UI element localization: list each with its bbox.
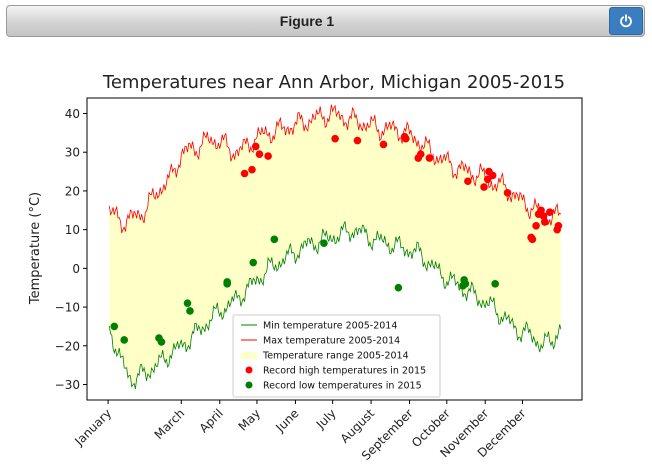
y-tick-label: 10: [65, 223, 80, 237]
record-high-point: [503, 189, 512, 197]
y-tick-label: −10: [55, 301, 80, 315]
legend-swatch: [245, 366, 253, 374]
plot-area: [108, 104, 563, 389]
record-low-point: [270, 235, 279, 244]
x-tick-label: May: [236, 406, 263, 433]
record-high-point: [331, 134, 339, 143]
record-high-point: [255, 150, 264, 158]
record-low-point: [249, 258, 258, 267]
record-low-point: [461, 280, 470, 288]
record-high-point: [545, 208, 554, 217]
x-tick-label: July: [313, 406, 339, 432]
y-tick-label: −20: [55, 339, 80, 353]
legend-swatch: [241, 352, 257, 359]
record-high-point: [540, 218, 549, 226]
x-tick-label: January: [71, 406, 114, 449]
record-low-point: [186, 307, 194, 315]
legend: Min temperature 2005-2014 Max temperature…: [232, 314, 441, 398]
x-tick-label: June: [272, 406, 301, 435]
record-low-point: [394, 283, 403, 292]
y-tick-label: 30: [65, 146, 80, 160]
record-high-point: [353, 136, 362, 145]
close-figure-button[interactable]: [609, 7, 643, 35]
legend-entry-label: Min temperature 2005-2014: [263, 321, 397, 332]
record-high-point: [528, 235, 537, 244]
y-axis-label: Temperature (°C): [28, 192, 43, 305]
record-high-point: [379, 140, 388, 149]
legend-box: [232, 314, 441, 398]
chart-title: Temperatures near Ann Arbor, Michigan 20…: [102, 72, 565, 93]
record-high-point: [251, 142, 260, 151]
y-tick-label: 20: [65, 184, 80, 198]
min-temperature-line: [108, 221, 562, 389]
axes-frame: [86, 97, 583, 401]
record-high-point: [402, 134, 410, 143]
record-high-point: [240, 169, 249, 178]
figure-window-titlebar: Figure 1: [6, 5, 645, 37]
record-high-point: [537, 206, 545, 215]
figure-title: Figure 1: [279, 13, 335, 29]
record-high-point: [554, 221, 563, 230]
record-high-point: [264, 152, 272, 160]
legend-entry-label: Record low temperatures in 2015: [263, 381, 422, 392]
record-low-point: [110, 322, 119, 331]
record-low-point: [320, 239, 328, 247]
x-tick-label: March: [152, 406, 188, 442]
record-high-point: [488, 171, 497, 180]
power-icon: [620, 14, 632, 28]
record-low-point: [183, 299, 192, 308]
record-low-point: [120, 336, 129, 344]
legend-entry-label: Temperature range 2005-2014: [262, 351, 409, 362]
record-low-point: [223, 280, 231, 288]
record-low-point: [491, 280, 499, 288]
record-high-point: [532, 221, 540, 230]
record-high-point: [480, 183, 488, 191]
record-high-point: [425, 154, 434, 162]
record-high-point: [416, 150, 425, 158]
record-low-point: [157, 338, 166, 346]
y-tick-label: 40: [65, 107, 80, 121]
y-tick-label: 0: [72, 262, 80, 276]
record-high-point: [464, 177, 472, 186]
legend-entry-label: Max temperature 2005-2014: [263, 336, 400, 347]
y-tick-label: −30: [55, 378, 80, 392]
record-high-point: [539, 212, 548, 220]
legend-swatch: [245, 381, 253, 389]
x-tick-label: April: [197, 406, 226, 435]
legend-entry-label: Record high temperatures in 2015: [263, 366, 426, 377]
record-high-point: [248, 165, 256, 174]
